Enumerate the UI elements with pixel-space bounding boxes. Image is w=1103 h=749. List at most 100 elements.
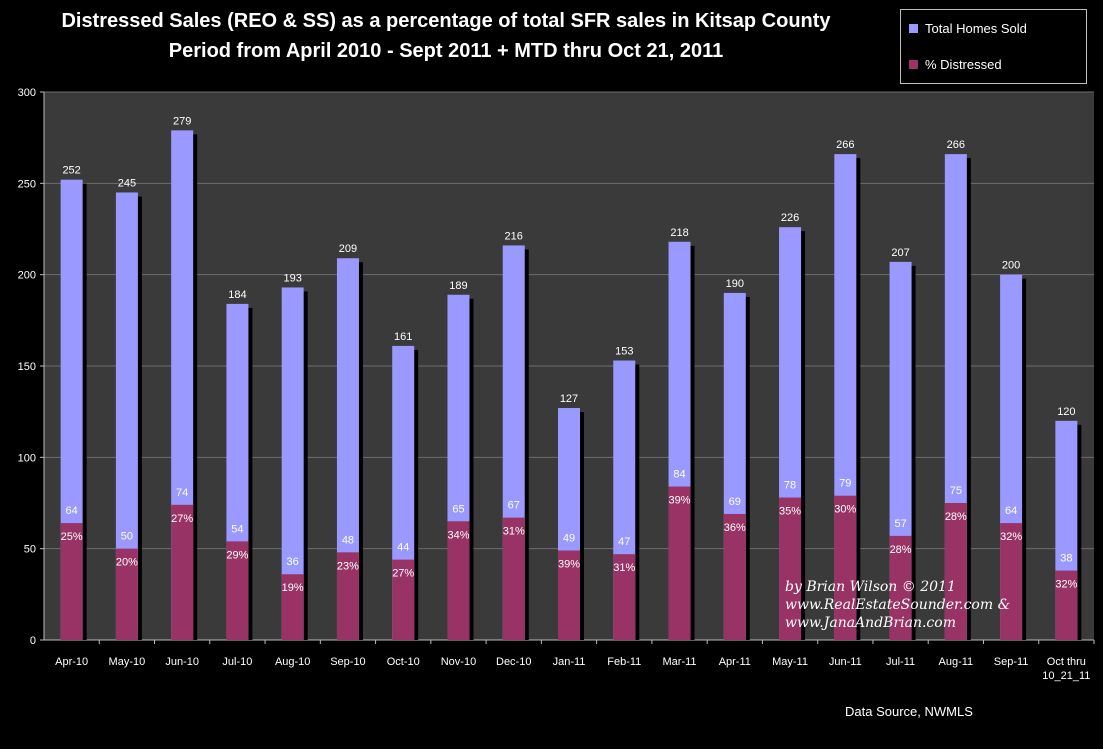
legend-item-distressed: % Distressed <box>909 57 1002 72</box>
bar-distressed <box>834 495 857 640</box>
data-label-total: 218 <box>670 227 688 239</box>
data-label-total: 209 <box>339 243 357 255</box>
data-label-percent: 28% <box>890 544 912 556</box>
data-label-distressed: 47 <box>618 536 630 548</box>
x-tick-label: Jun-10 <box>165 656 199 668</box>
author-credit: by Brian Wilson © 2011 www.RealEstateSou… <box>785 578 1010 632</box>
chart-subtitle: Period from April 2010 - Sept 2011 + MTD… <box>168 40 724 62</box>
chart-title: Distressed Sales (REO & SS) as a percent… <box>61 10 831 32</box>
x-tick-label: Apr-11 <box>719 656 751 668</box>
bar-distressed <box>281 574 304 640</box>
data-label-distressed: 65 <box>452 503 464 515</box>
x-tick-label: Mar-11 <box>663 656 697 668</box>
legend-label-distressed: % Distressed <box>925 57 1002 72</box>
legend-swatch-distressed <box>909 60 918 69</box>
data-label-distressed: 64 <box>66 505 78 517</box>
bar-distressed <box>447 521 470 640</box>
data-label-percent: 32% <box>1000 531 1022 543</box>
data-label-total: 207 <box>891 247 909 259</box>
legend-swatch-total <box>909 24 918 33</box>
bar-distressed <box>889 535 912 640</box>
data-label-total: 226 <box>781 212 799 224</box>
bar-distressed <box>668 486 691 640</box>
x-tick-label: Sep-10 <box>330 656 365 668</box>
data-label-total: 193 <box>284 272 302 284</box>
data-label-total: 153 <box>615 346 633 358</box>
bar-distressed <box>336 552 359 640</box>
data-label-total: 200 <box>1002 260 1020 272</box>
x-tick-label: Oct-10 <box>387 656 420 668</box>
chart-legend: Total Homes Sold % Distressed <box>900 9 1087 84</box>
data-label-total: 266 <box>836 139 854 151</box>
data-label-percent: 32% <box>1055 579 1077 591</box>
data-label-distressed: 36 <box>287 556 299 568</box>
x-tick-label: Jul-10 <box>222 656 252 668</box>
data-label-distressed: 64 <box>1005 505 1017 517</box>
y-tick-label: 100 <box>18 452 36 464</box>
bar-distressed <box>1055 570 1078 640</box>
data-label-total: 184 <box>228 289 246 301</box>
data-label-total: 120 <box>1057 406 1075 418</box>
data-label-percent: 31% <box>613 562 635 574</box>
data-label-percent: 34% <box>447 529 469 541</box>
data-label-total: 127 <box>560 393 578 405</box>
data-label-percent: 23% <box>337 560 359 572</box>
data-label-percent: 27% <box>392 568 414 580</box>
data-label-total: 252 <box>62 165 80 177</box>
y-tick-label: 150 <box>18 361 36 373</box>
bar-distressed <box>779 497 802 640</box>
data-label-distressed: 49 <box>563 532 575 544</box>
data-label-total: 266 <box>947 139 965 151</box>
x-tick-label: Feb-11 <box>607 656 641 668</box>
credit-author: by Brian Wilson © 2011 <box>785 579 956 595</box>
x-tick-label: May-11 <box>772 656 808 668</box>
bar-distressed <box>1000 523 1023 640</box>
x-tick-label: Aug-11 <box>939 656 974 668</box>
x-tick-label: 10_21_11 <box>1042 670 1090 682</box>
data-label-percent: 25% <box>61 531 83 543</box>
x-tick-label: Jun-11 <box>829 656 862 668</box>
x-tick-label: Dec-10 <box>496 656 531 668</box>
data-label-percent: 27% <box>171 513 193 525</box>
data-label-total: 190 <box>726 278 744 290</box>
data-label-distressed: 79 <box>839 478 851 490</box>
x-tick-label: Aug-10 <box>275 656 310 668</box>
data-label-distressed: 50 <box>121 531 133 543</box>
data-label-distressed: 84 <box>673 469 685 481</box>
data-label-distressed: 69 <box>729 496 741 508</box>
data-label-distressed: 38 <box>1060 553 1072 565</box>
data-label-percent: 39% <box>669 495 691 507</box>
x-tick-label: Sep-11 <box>994 656 1029 668</box>
bar-distressed <box>115 548 138 640</box>
x-tick-label: Oct thru <box>1047 656 1086 668</box>
data-label-percent: 30% <box>834 504 856 516</box>
y-tick-label: 200 <box>18 270 36 282</box>
x-tick-label: May-10 <box>109 656 146 668</box>
x-tick-label: Nov-10 <box>441 656 476 668</box>
bar-distressed <box>502 517 525 640</box>
y-tick-label: 250 <box>18 178 36 190</box>
data-label-distressed: 54 <box>231 523 243 535</box>
credit-url-1: www.RealEstateSounder.com & <box>785 597 1011 613</box>
data-label-total: 245 <box>118 177 136 189</box>
data-label-distressed: 48 <box>342 534 354 546</box>
legend-label-total: Total Homes Sold <box>925 21 1027 36</box>
bar-total-homes-sold <box>115 192 138 640</box>
data-label-total: 216 <box>505 230 523 242</box>
data-label-total: 279 <box>173 115 191 127</box>
data-label-percent: 28% <box>945 511 967 523</box>
data-label-total: 189 <box>449 280 467 292</box>
y-tick-label: 50 <box>24 544 36 556</box>
data-source: Data Source, NWMLS <box>845 704 973 719</box>
x-tick-label: Jul-11 <box>886 656 915 668</box>
bar-distressed <box>558 550 580 640</box>
data-label-distressed: 57 <box>894 518 906 530</box>
bar-distressed <box>171 504 194 640</box>
data-label-percent: 39% <box>558 558 580 570</box>
bar-distressed <box>723 513 746 640</box>
x-tick-label: Apr-10 <box>55 656 88 668</box>
data-label-percent: 20% <box>116 557 138 569</box>
y-tick-label: 0 <box>30 635 36 647</box>
data-label-percent: 29% <box>226 549 248 561</box>
